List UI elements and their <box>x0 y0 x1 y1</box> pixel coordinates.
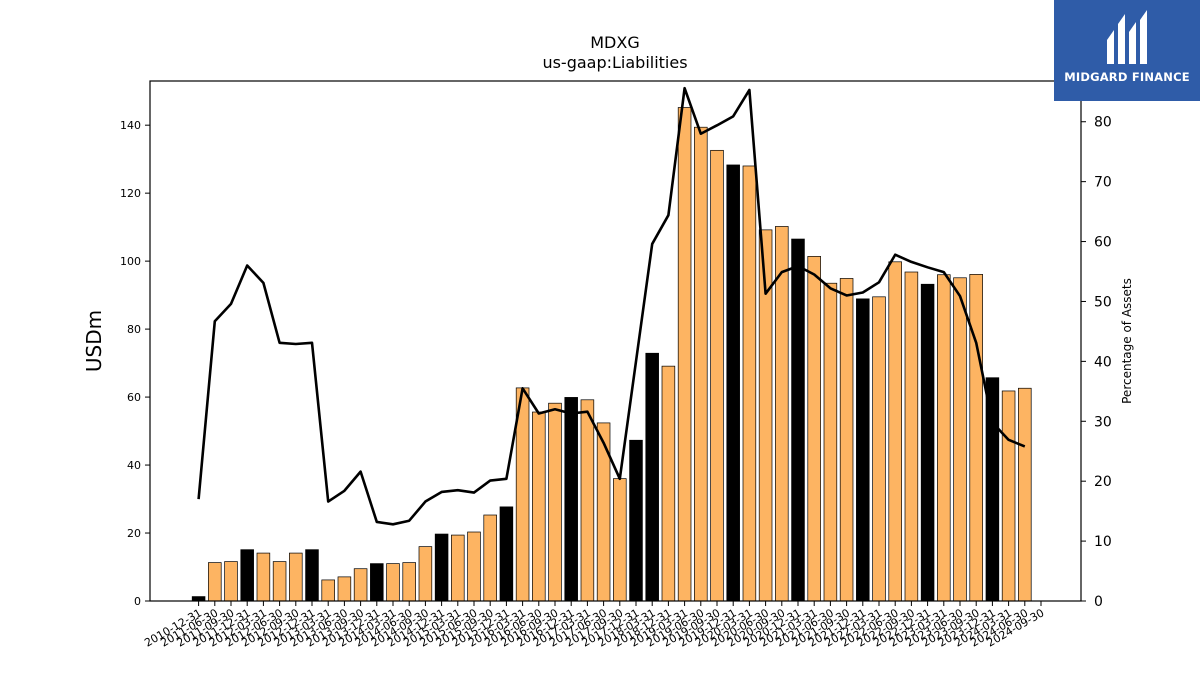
bar-2015-03-31 <box>451 534 465 602</box>
bar-2022-06-30 <box>888 261 902 602</box>
bar-2022-12-31 <box>920 283 935 602</box>
bar-2024-03-31 <box>1001 390 1016 602</box>
y-axis-label: USDm <box>82 310 106 372</box>
bar-2021-12-31 <box>856 298 870 602</box>
y-tick-label: 40 <box>127 459 141 472</box>
bar-2014-09-30 <box>418 546 433 602</box>
y2-tick-label: 70 <box>1094 175 1112 191</box>
bar-2021-06-30 <box>823 282 838 602</box>
bar-2015-09-30 <box>483 514 497 602</box>
bar-2023-09-30 <box>969 274 983 602</box>
bar-2019-06-30 <box>694 126 708 602</box>
bar-2019-09-30 <box>710 149 724 602</box>
bar-2023-12-31 <box>985 377 1000 602</box>
bar-2016-09-30 <box>548 402 562 602</box>
bar-2014-06-30 <box>402 562 416 602</box>
bar-2011-12-31 <box>240 549 254 602</box>
bar-2014-12-31 <box>434 533 449 602</box>
bar-2022-09-30 <box>904 271 919 602</box>
bar-2023-03-31 <box>937 274 951 602</box>
bar-2017-12-31 <box>629 439 643 602</box>
y2-tick-label: 20 <box>1094 474 1112 490</box>
bar-2013-03-31 <box>321 579 335 602</box>
bar-2012-12-31 <box>305 549 319 602</box>
y2-tick-label: 50 <box>1094 294 1112 310</box>
bar-2020-03-31 <box>742 165 757 602</box>
bar-2019-12-31 <box>726 164 740 602</box>
y-tick-label: 140 <box>120 119 141 132</box>
y-tick-label: 120 <box>120 187 141 200</box>
bar-2018-12-31 <box>661 365 676 602</box>
bar-2017-09-30 <box>613 478 627 602</box>
chart-title: MDXG <box>590 33 639 52</box>
bar-2021-03-31 <box>807 256 821 602</box>
bar-2020-12-31 <box>791 238 805 602</box>
x-axis-ticks: 2010-12-312011-06-302011-09-302011-12-31… <box>142 601 1047 650</box>
bar-2015-06-30 <box>467 531 481 602</box>
bar-2023-06-30 <box>953 277 967 602</box>
y2-tick-label: 0 <box>1094 594 1103 610</box>
y2-axis-label: Percentage of Assets <box>1120 278 1134 404</box>
y2-tick-label: 40 <box>1094 354 1112 370</box>
midgard-logo-icon <box>1107 10 1147 64</box>
bar-2021-09-30 <box>839 278 854 602</box>
bar-2011-09-30 <box>224 561 238 602</box>
percentage-of-assets-line <box>197 86 1026 526</box>
bars-group <box>191 107 1032 602</box>
chart-subtitle: us-gaap:Liabilities <box>542 53 687 72</box>
y-tick-label: 0 <box>134 595 141 608</box>
bar-2014-03-31 <box>386 563 400 602</box>
bar-2012-03-31 <box>256 552 271 602</box>
y2-tick-label: 10 <box>1094 534 1112 550</box>
y2-axis-ticks: 0 10 20 30 40 50 60 70 80 <box>1081 115 1112 610</box>
bar-2019-03-31 <box>677 107 692 602</box>
line-layer <box>197 86 1026 526</box>
bar-2011-06-30 <box>208 562 222 602</box>
y-tick-label: 100 <box>120 255 141 268</box>
bar-2024-06-30 <box>1018 387 1032 602</box>
y2-tick-label: 30 <box>1094 414 1112 430</box>
bar-2020-09-30 <box>775 226 789 602</box>
bar-2018-03-31 <box>645 352 659 602</box>
midgard-finance-logo: MIDGARD FINANCE <box>1054 0 1200 101</box>
bar-2017-03-31 <box>580 399 595 602</box>
bar-2016-12-31 <box>564 397 578 602</box>
y-axis-ticks: 0 20 40 60 80 100 120 140 <box>120 119 150 608</box>
y-tick-label: 20 <box>127 527 141 540</box>
bar-2016-06-30 <box>532 411 546 602</box>
bar-2015-12-31 <box>499 506 514 602</box>
bar-2013-09-30 <box>353 568 368 602</box>
y2-tick-label: 80 <box>1094 115 1112 131</box>
plot-frame <box>149 80 1082 602</box>
y-tick-label: 60 <box>127 391 141 404</box>
bar-2013-12-31 <box>370 563 384 602</box>
y-tick-label: 80 <box>127 323 141 336</box>
bar-2010-12-31 <box>191 596 206 602</box>
bar-2013-06-30 <box>337 576 352 602</box>
bar-2022-03-31 <box>872 296 886 602</box>
logo-text: MIDGARD FINANCE <box>1064 70 1190 84</box>
bar-2012-09-30 <box>289 552 303 602</box>
y2-tick-label: 60 <box>1094 235 1112 251</box>
bar-2012-06-30 <box>272 561 287 602</box>
